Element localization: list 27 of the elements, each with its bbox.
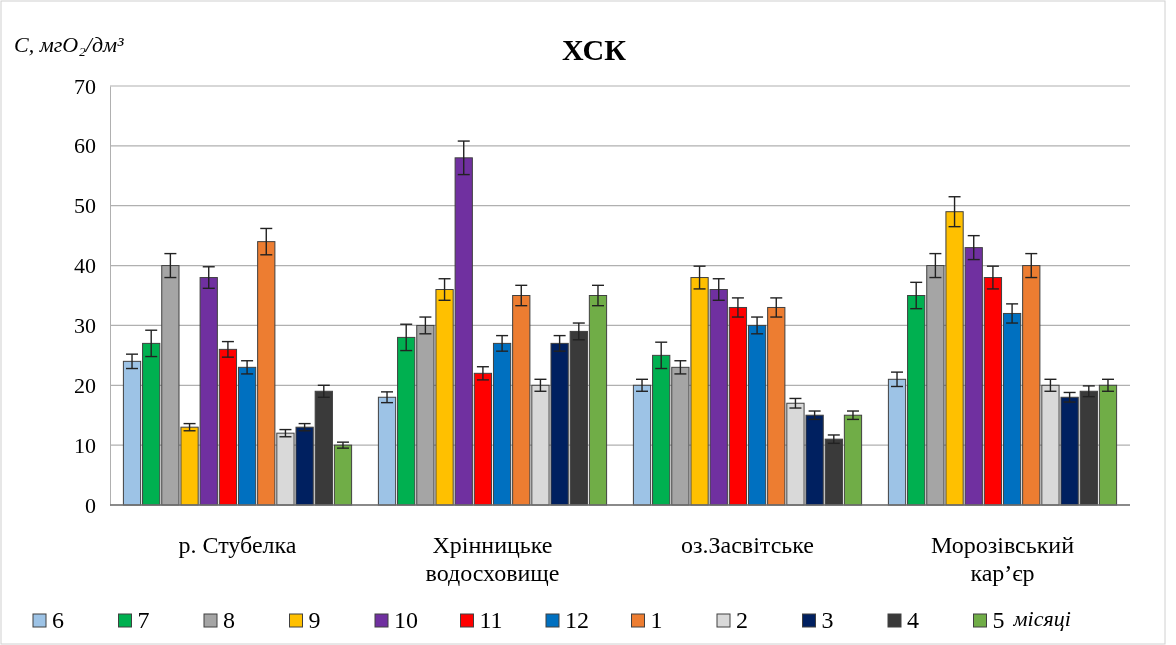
x-tick-label: оз.Засвітське <box>681 532 814 558</box>
x-tick-label: Хрінницьке водосховище <box>425 532 560 586</box>
chart-title: ХСК <box>562 33 627 66</box>
y-tick-label: 50 <box>74 193 96 219</box>
legend-title: місяці <box>1012 606 1071 631</box>
y-tick-label: 20 <box>74 372 96 398</box>
legend-label: 9 <box>308 607 321 633</box>
y-tick-label: 10 <box>74 432 96 458</box>
y-tick-label: 60 <box>74 133 96 159</box>
y-tick-label: 30 <box>74 312 96 338</box>
legend-label: 3 <box>821 607 834 633</box>
legend-label: 7 <box>137 607 150 633</box>
legend-label: 8 <box>223 607 235 633</box>
y-tick-label: 40 <box>74 253 96 279</box>
legend-label: 5 <box>992 607 1005 633</box>
legend-label: 10 <box>394 607 418 633</box>
legend-label: 4 <box>907 607 919 633</box>
legend-label: 2 <box>736 607 748 633</box>
legend-label: 12 <box>565 607 589 633</box>
y-axis-title: C, мгO₂/дм³ <box>14 32 125 57</box>
x-tick-label: Морозівський кар’єр <box>930 532 1075 586</box>
legend-label: 1 <box>650 607 663 633</box>
y-tick-label: 0 <box>85 492 96 518</box>
legend-label: 11 <box>479 607 503 633</box>
x-tick-label: р. Стубелка <box>178 532 297 558</box>
y-tick-label: 70 <box>74 73 96 99</box>
legend-label: 6 <box>52 607 64 633</box>
